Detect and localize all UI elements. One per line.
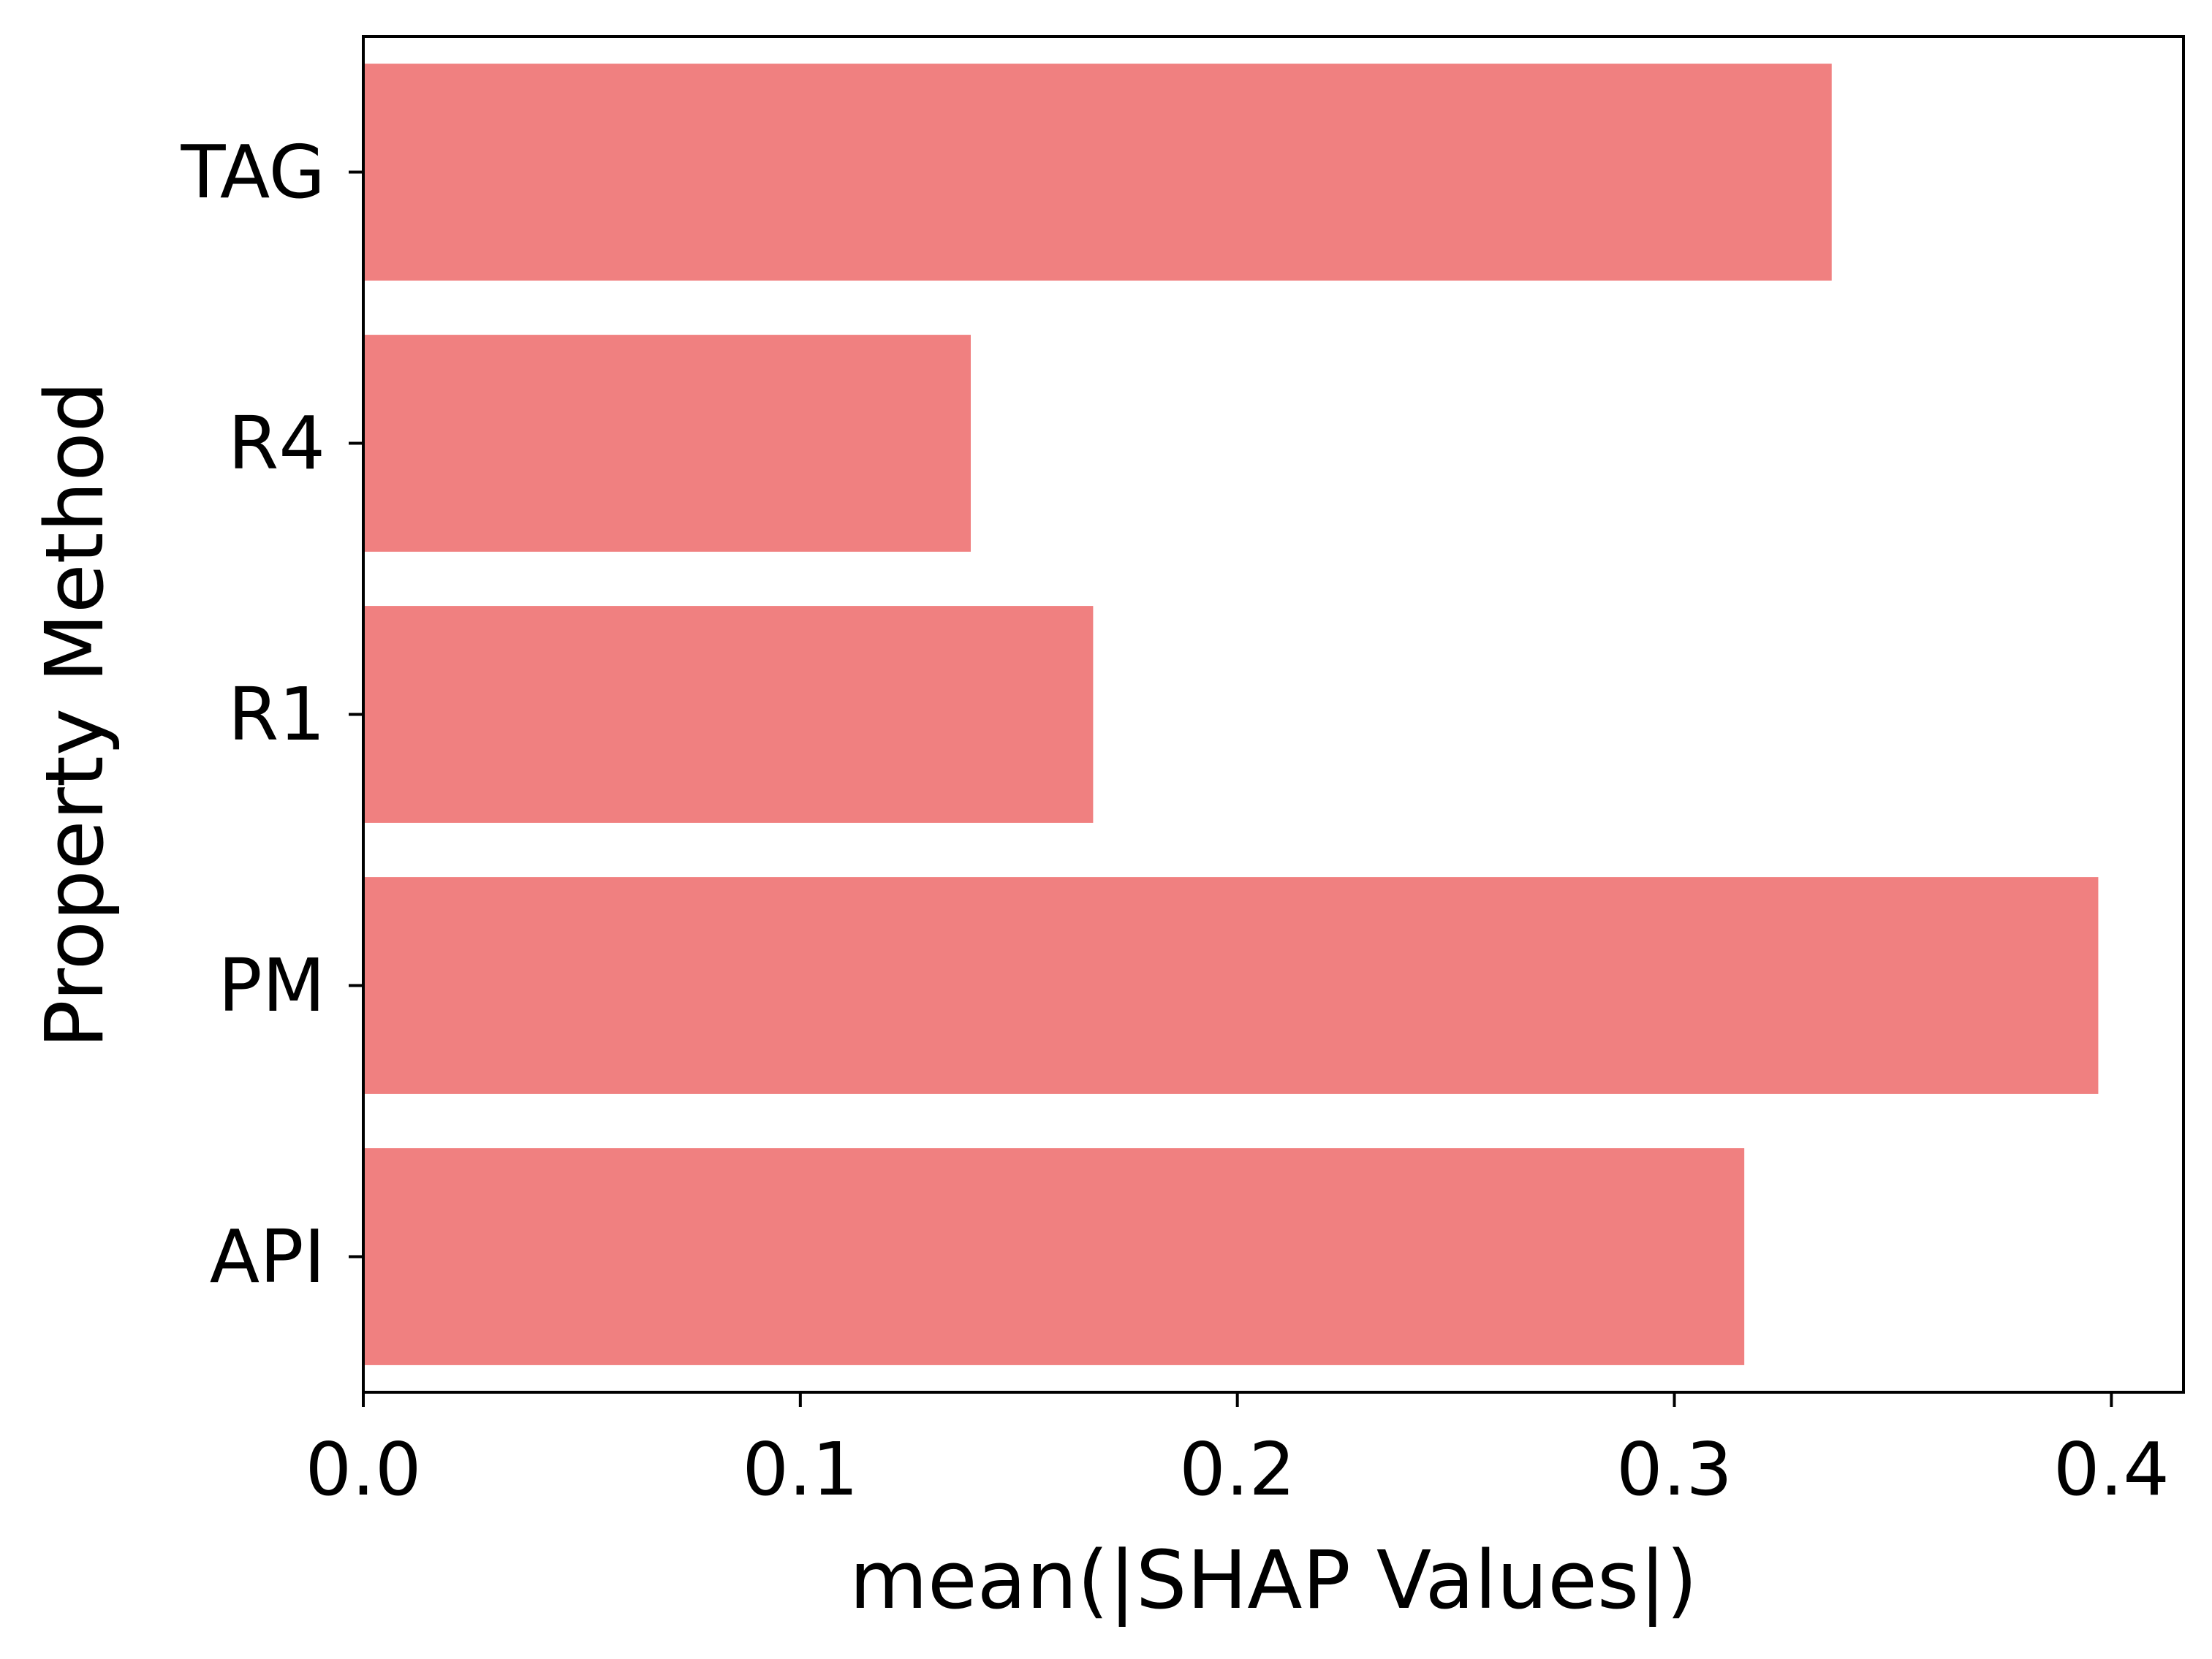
- y-axis: TAG R4 R1 PM API: [181, 129, 363, 1299]
- bar-r1: [363, 606, 1094, 823]
- bar-tag: [363, 64, 1832, 281]
- x-axis: 0.0 0.1 0.2 0.3 0.4: [305, 1392, 2170, 1512]
- x-tick-label: 0.3: [1616, 1427, 1732, 1512]
- bar-pm: [363, 877, 2099, 1094]
- x-axis-title: mean(|SHAP Values|): [849, 1533, 1697, 1628]
- y-tick-label: API: [210, 1214, 325, 1299]
- x-tick-label: 0.4: [2053, 1427, 2170, 1512]
- y-axis-title: Property Method: [28, 381, 121, 1049]
- x-tick-label: 0.2: [1179, 1427, 1295, 1512]
- y-tick-label: TAG: [181, 129, 325, 215]
- bar-api: [363, 1148, 1745, 1365]
- bars: [363, 64, 2099, 1365]
- y-tick-label: R1: [228, 672, 325, 757]
- y-tick-label: R4: [228, 400, 325, 486]
- y-tick-label: PM: [218, 943, 325, 1028]
- x-tick-label: 0.1: [742, 1427, 858, 1512]
- x-tick-label: 0.0: [305, 1427, 421, 1512]
- bar-r4: [363, 335, 971, 552]
